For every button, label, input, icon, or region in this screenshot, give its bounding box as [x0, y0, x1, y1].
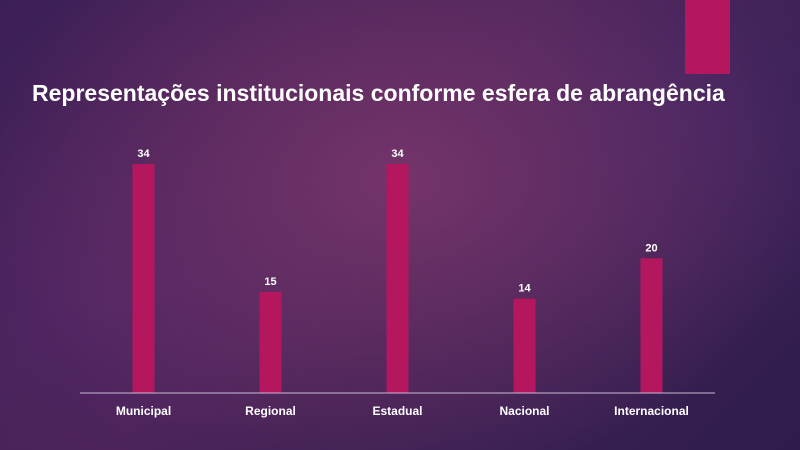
category-label-nacional: Nacional [499, 404, 549, 418]
bar-municipal [132, 164, 155, 393]
data-label-internacional: 20 [645, 242, 657, 254]
accent-bar [685, 0, 730, 74]
bar-internacional [640, 258, 663, 393]
data-label-municipal: 34 [137, 148, 150, 160]
bar-regional [259, 291, 282, 393]
data-label-nacional: 14 [518, 283, 531, 295]
category-label-regional: Regional [245, 404, 296, 418]
bar-estadual [386, 164, 409, 393]
category-labels-group: Municipal Regional Estadual Nacional Interna… [116, 404, 689, 418]
data-label-regional: 15 [264, 276, 276, 288]
category-label-estadual: Estadual [372, 404, 422, 418]
category-label-municipal: Municipal [116, 404, 171, 418]
chart-title: Representações institucionais conforme e… [32, 80, 725, 106]
category-label-internacional: Internacional [614, 404, 689, 418]
data-labels-group: 34 15 34 14 20 [137, 148, 657, 295]
bars-group [132, 164, 663, 393]
bar-nacional [513, 298, 536, 393]
data-label-estadual: 34 [391, 148, 404, 160]
